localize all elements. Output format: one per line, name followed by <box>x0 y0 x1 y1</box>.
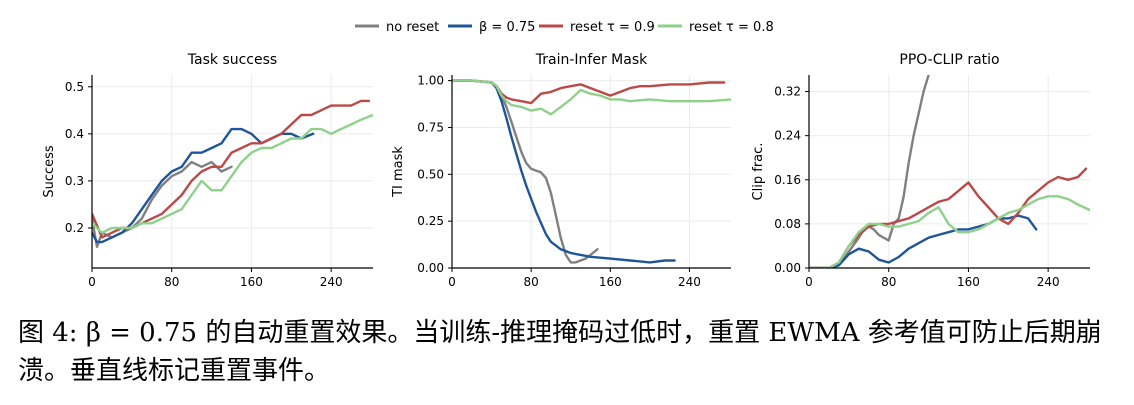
y-tick-label: 0.24 <box>774 129 801 143</box>
series-line-no-reset <box>92 160 233 249</box>
legend: no reset β = 0.75 reset τ = 0.9 reset τ = 0… <box>355 20 774 35</box>
y-tick-label: 0.4 <box>65 127 84 141</box>
x-tick-label: 0 <box>88 275 96 289</box>
y-tick-label: 0.32 <box>774 85 801 99</box>
y-tick-label: 0.3 <box>65 174 84 188</box>
y-tick-label: 1.00 <box>417 74 444 88</box>
x-tick-label: 80 <box>524 275 539 289</box>
x-tick-label: 240 <box>678 275 701 289</box>
x-tick-label: 160 <box>240 275 263 289</box>
chart-title: Task success <box>187 52 277 68</box>
y-tick-label: 0.5 <box>65 80 84 94</box>
panel-ppo-clip-ratio: PPO-CLIP ratio Clip frac. 0 80 160 240 0.00 0.0… <box>751 52 1090 289</box>
figure-caption: 图 4: β = 0.75 的自动重置效果。当训练-推理掩码过低时，重置 EWM… <box>18 314 1118 390</box>
series-line-0-75 <box>809 214 1038 268</box>
x-tick-label: 160 <box>599 275 622 289</box>
series-line-reset-0-9 <box>92 99 371 239</box>
series-line-0-75 <box>452 79 676 264</box>
caption-text: 图 4: β = 0.75 的自动重置效果。当训练-推理掩码过低时，重置 EWM… <box>18 318 1102 386</box>
y-tick-label: 0.50 <box>417 167 444 181</box>
figure: no reset β = 0.75 reset τ = 0.9 reset τ = 0… <box>42 20 1090 289</box>
panel-task-success: Task success Success 0 80 160 240 0.2 0.3 0.4 0.5 <box>42 52 373 289</box>
y-axis-label: Clip frac. <box>751 143 766 201</box>
y-tick-label: 0.2 <box>65 221 84 235</box>
y-axis-label: TI mask <box>391 146 406 198</box>
series-line-no-reset <box>809 75 930 268</box>
y-tick-label: 0.00 <box>417 261 444 275</box>
series-group <box>452 79 731 264</box>
x-tick-label: 0 <box>448 275 456 289</box>
series-group <box>809 75 1090 268</box>
x-tick-label: 80 <box>881 275 896 289</box>
series-line-0-75 <box>92 127 315 244</box>
y-axis-label: Success <box>42 145 57 198</box>
series-line-reset-0-8 <box>809 195 1090 268</box>
y-tick-label: 0.00 <box>774 261 801 275</box>
y-tick-label: 0.25 <box>417 214 444 228</box>
series-group <box>92 99 373 249</box>
x-tick-label: 0 <box>805 275 813 289</box>
chart-title: PPO-CLIP ratio <box>899 52 999 68</box>
legend-label-reset-0-8: reset τ = 0.8 <box>689 20 774 35</box>
series-line-reset-0-8 <box>92 113 373 234</box>
x-tick-label: 80 <box>164 275 179 289</box>
legend-label-no-reset: no reset <box>386 20 439 35</box>
x-tick-label: 240 <box>1037 275 1060 289</box>
y-tick-label: 0.08 <box>774 217 801 231</box>
y-tick-label: 0.75 <box>417 120 444 134</box>
panel-train-infer-mask: Train-Infer Mask TI mask 0 80 160 240 0.00 0.25… <box>391 52 731 289</box>
chart-title: Train-Infer Mask <box>535 52 648 68</box>
series-line-reset-0-8 <box>452 79 731 116</box>
x-tick-label: 240 <box>320 275 343 289</box>
x-tick-label: 160 <box>957 275 980 289</box>
legend-label-0-75: β = 0.75 <box>479 20 535 35</box>
y-tick-label: 0.16 <box>774 173 801 187</box>
series-line-reset-0-9 <box>809 167 1088 268</box>
legend-label-reset-0-9: reset τ = 0.9 <box>570 20 655 35</box>
